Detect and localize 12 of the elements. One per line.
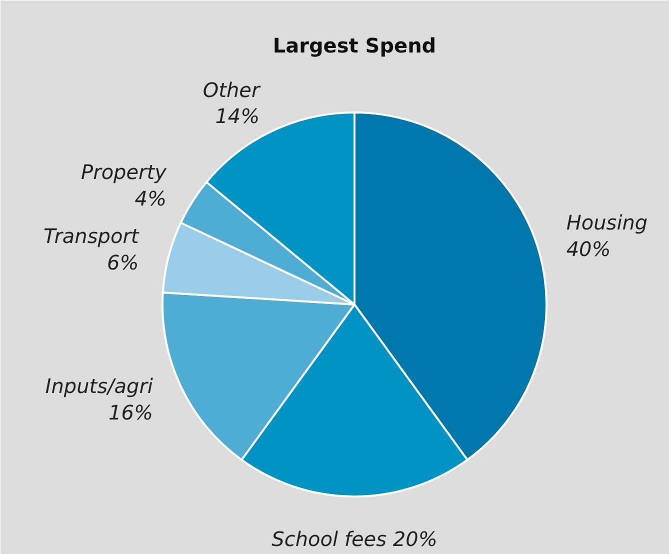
slice-label: Other: [202, 78, 262, 102]
data-label: 40%: [566, 236, 611, 261]
slice-label: Housing: [566, 210, 648, 234]
data-label: 14%: [215, 104, 260, 128]
slice-label: Inputs/agri: [45, 374, 154, 398]
slice-label: Property: [81, 160, 168, 184]
data-label: 4%: [134, 186, 166, 210]
slice-label: School fees 20%: [272, 527, 438, 552]
slice-label: Transport: [44, 224, 140, 248]
data-label: 16%: [108, 400, 153, 425]
chart-title: Largest Spend: [272, 34, 436, 58]
data-label: 6%: [107, 250, 139, 274]
